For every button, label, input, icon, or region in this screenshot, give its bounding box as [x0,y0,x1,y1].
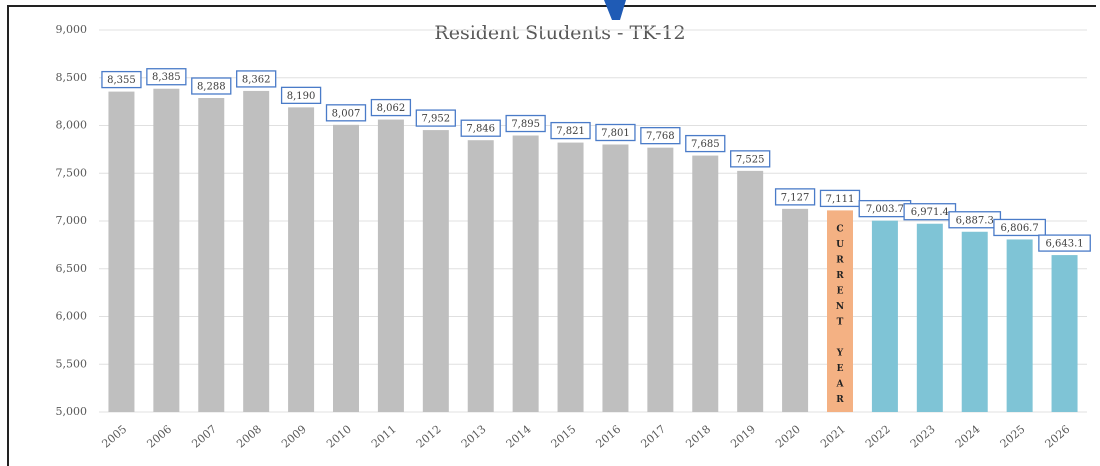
value-label-box [1038,234,1091,252]
value-label: 7,895 [511,119,540,130]
value-label: 7,111 [826,194,855,205]
bar [602,144,629,412]
value-label: 7,952 [421,114,450,125]
y-tick-label: 6,000 [56,310,88,323]
bar [961,231,988,412]
bar [916,223,943,412]
y-tick-label: 9,000 [56,23,88,36]
y-tick-label: 8,500 [56,71,88,84]
value-label: 7,801 [601,128,630,139]
value-label-box [730,150,771,168]
value-label: 8,355 [107,75,136,86]
y-tick-label: 6,500 [56,262,88,275]
bar [108,91,135,412]
bar [198,97,225,412]
y-tick-label: 5,000 [56,405,88,418]
bar [647,147,674,412]
value-label-box [325,104,367,122]
value-label: 6,806.7 [1001,223,1039,234]
y-tick-label: 5,500 [56,357,88,370]
value-label-box [550,121,591,140]
value-label-box [505,114,546,133]
value-label: 8,190 [287,91,316,102]
bar [467,140,494,412]
y-tick-label: 7,000 [56,214,88,227]
value-label-box [993,218,1046,237]
chart-title: Resident Students - TK-12 [434,22,685,44]
bar [333,124,359,413]
bar [1051,255,1078,412]
bar [422,130,449,413]
bar [782,208,809,412]
bar [737,170,764,412]
bar [827,210,853,412]
value-label: 7,821 [556,126,585,137]
value-label-box [460,119,501,137]
bar [512,135,539,412]
bar [557,142,584,413]
value-label: 8,007 [332,108,361,119]
bar [871,220,898,412]
value-label-box [685,134,726,153]
value-label: 7,525 [736,154,765,165]
value-label: 7,768 [646,131,675,142]
y-tick-label: 8,000 [56,119,88,132]
value-label-box [595,123,636,142]
decoration [604,0,626,20]
frame [7,5,1096,466]
y-tick-label: 7,500 [56,166,88,179]
value-label-box [774,188,816,206]
value-label-box [370,98,412,117]
value-label: 6,643.1 [1045,239,1083,250]
value-label-box [191,77,232,95]
value-label-box [415,109,456,127]
value-label-box [146,68,187,86]
value-label: 6,887.3 [956,215,994,226]
bar [288,107,315,412]
value-label-box [101,70,142,89]
value-label: 6,971.4 [911,207,949,218]
value-label-box [819,189,861,208]
annotation: CURRENT YEAR [835,224,845,410]
bar [243,90,270,412]
value-label: 8,385 [152,72,181,83]
value-label: 8,062 [377,103,406,114]
value-label: 7,685 [691,139,720,150]
value-label-box [640,127,681,145]
value-label: 7,846 [466,124,495,135]
value-label: 8,362 [242,74,271,85]
bar [692,155,719,412]
value-label: 8,288 [197,81,226,92]
bar [1006,239,1033,412]
bar [377,119,404,412]
bar [153,88,180,413]
value-label: 7,127 [781,192,810,203]
value-label-box [236,70,277,88]
value-label: 7,003.7 [866,204,904,215]
value-label-box [280,86,322,105]
